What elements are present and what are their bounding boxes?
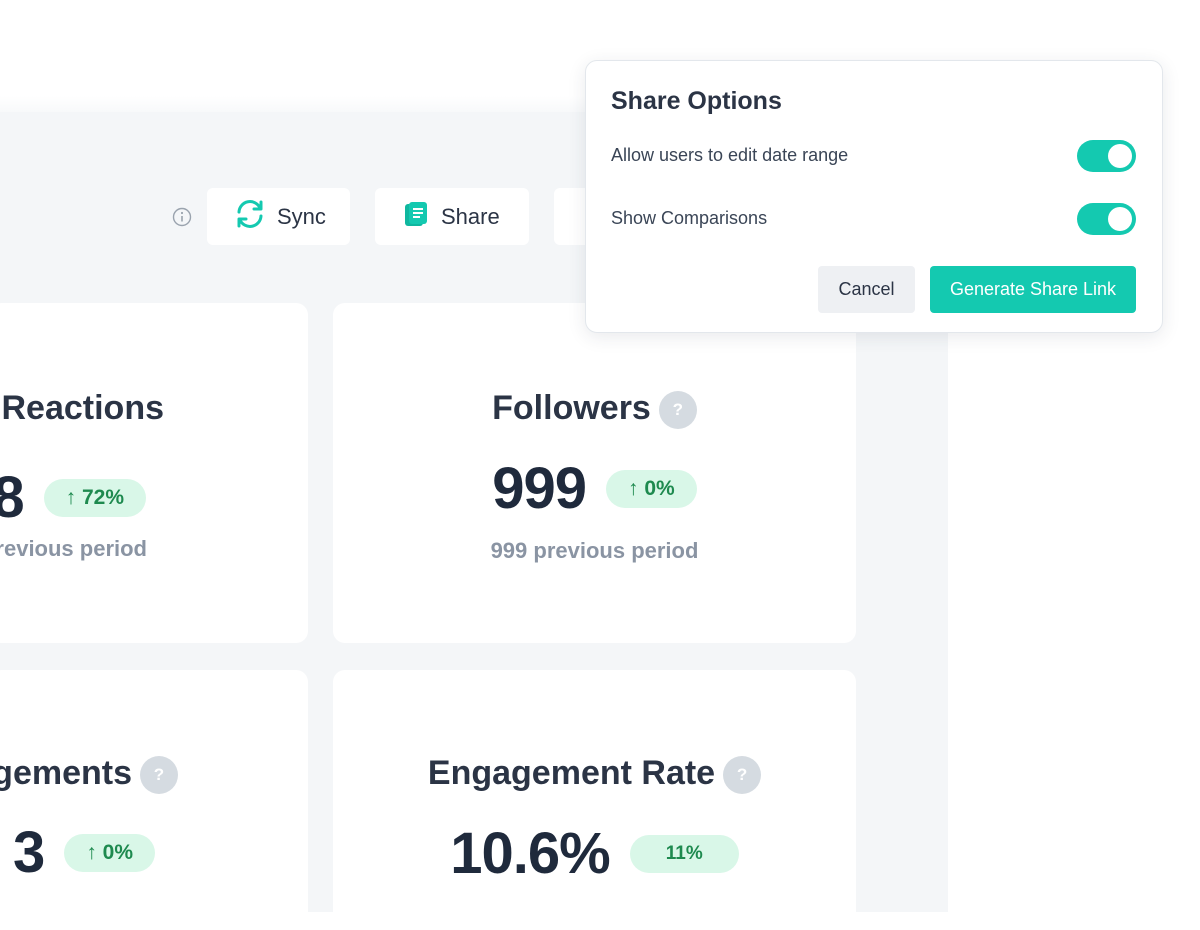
engagement-rate-value: 10.6% <box>450 821 610 886</box>
document-icon <box>401 199 431 235</box>
engagement-rate-metric: 10.6% 11% <box>333 820 856 887</box>
toggle-knob <box>1108 207 1132 231</box>
engagement-rate-card: Engagement Rate? 10.6% 11% <box>333 670 856 930</box>
sync-label: Sync <box>277 203 326 229</box>
help-icon[interactable]: ? <box>140 756 178 794</box>
followers-title: Followers? <box>333 389 856 429</box>
info-icon[interactable] <box>172 207 192 227</box>
engagements-change-badge: ↑ 0% <box>64 833 155 872</box>
engagement-rate-title: Engagement Rate? <box>333 754 856 794</box>
engagement-rate-change-badge: 11% <box>629 834 739 873</box>
help-icon[interactable]: ? <box>723 756 762 794</box>
generate-share-link-button[interactable]: Generate Share Link <box>930 266 1136 313</box>
share-label: Share <box>441 203 500 229</box>
reactions-title: Reactions <box>1 389 165 427</box>
edit-date-range-label: Allow users to edit date range <box>611 145 849 165</box>
share-options-popover: Share Options Allow users to edit date r… <box>585 60 1163 333</box>
followers-value: 999 <box>492 456 587 521</box>
followers-card: Followers? 999 ↑ 0% 999 previous period <box>333 303 856 643</box>
followers-metric: 999 ↑ 0% <box>333 455 856 522</box>
edit-date-range-toggle[interactable] <box>1077 140 1136 172</box>
share-button[interactable]: Share <box>375 188 529 245</box>
share-options-title: Share Options <box>611 87 782 115</box>
reactions-value: 8 <box>0 465 25 530</box>
followers-change-badge: ↑ 0% <box>606 469 697 508</box>
show-comparisons-label: Show Comparisons <box>611 208 768 228</box>
engagements-metric: 3 ↑ 0% <box>13 819 155 886</box>
reactions-metric: 8 ↑ 72% <box>0 464 146 531</box>
sync-button[interactable]: Sync <box>207 188 350 245</box>
engagements-card: gements? 3 ↑ 0% <box>0 670 308 930</box>
reactions-previous: revious period <box>0 536 147 561</box>
reactions-change-badge: ↑ 72% <box>43 478 146 517</box>
engagement-rate-title-text: Engagement Rate <box>427 754 716 792</box>
help-icon[interactable]: ? <box>658 391 697 429</box>
show-comparisons-toggle[interactable] <box>1077 203 1136 235</box>
engagements-title-text: gements <box>0 754 132 792</box>
followers-title-text: Followers <box>492 389 651 427</box>
cancel-button[interactable]: Cancel <box>818 266 915 313</box>
followers-previous: 999 previous period <box>490 538 699 563</box>
toggle-knob <box>1108 144 1132 168</box>
sync-icon <box>233 197 267 237</box>
engagements-title: gements? <box>0 754 178 794</box>
reactions-card: Reactions 8 ↑ 72% revious period <box>0 303 308 643</box>
engagements-value: 3 <box>13 820 45 885</box>
